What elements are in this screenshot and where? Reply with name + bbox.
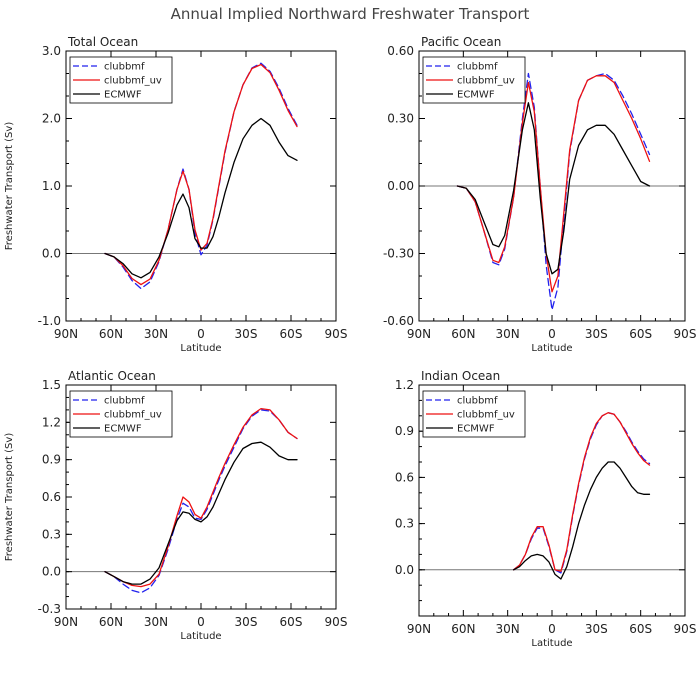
legend-label: ECMWF — [457, 424, 495, 435]
legend-label: clubbmf_uv — [104, 410, 162, 421]
y-tick-label: -0.60 — [383, 314, 414, 328]
y-tick-label: 2.0 — [42, 112, 61, 126]
chart-panel-3: 90N 60N 30N 0 30S 60S 90S 0.0 0.3 0.6 0.9 1.2 Indian… — [395, 369, 697, 649]
x-tick-label: 0 — [548, 327, 556, 341]
x-tick-label: 60N — [451, 327, 475, 341]
x-tick-label: 0 — [548, 622, 556, 636]
y-tick-label: 0.3 — [395, 517, 414, 531]
legend-label: clubbmf — [457, 396, 498, 407]
y-tick-label: 0.0 — [395, 563, 414, 577]
x-axis-label: Latitude — [531, 638, 572, 649]
x-tick-label: 30N — [144, 327, 168, 341]
x-tick-label: 90N — [54, 327, 78, 341]
x-tick-label: 60S — [629, 327, 652, 341]
x-tick-label: 30S — [235, 327, 258, 341]
y-tick-label: 1.5 — [42, 378, 61, 392]
panel-title: Total Ocean — [67, 35, 138, 49]
y-tick-label: 0.3 — [42, 527, 61, 541]
y-tick-label: 0.6 — [42, 490, 61, 504]
chart-panel-0: 90N 60N 30N 0 30S 60S 90S -1.0 0.0 1.0 2.0 3.0 Total… — [4, 35, 347, 354]
y-axis-label: Freshwater Transport (Sv) — [4, 433, 15, 562]
y-tick-label: 0.00 — [387, 179, 414, 193]
series-line-ECMWF — [512, 461, 651, 580]
y-tick-label: 0.0 — [42, 247, 61, 261]
series-line-clubbmf — [104, 409, 298, 594]
x-tick-label: 60N — [99, 327, 123, 341]
x-tick-label: 90N — [54, 615, 78, 629]
x-tick-label: 0 — [197, 615, 205, 629]
y-tick-label: 1.2 — [42, 415, 61, 429]
legend-label: clubbmf — [104, 62, 145, 73]
y-tick-label: 0.9 — [42, 453, 61, 467]
series-line-clubbmf — [104, 62, 298, 290]
legend-label: clubbmf_uv — [457, 410, 515, 421]
y-tick-label: -0.3 — [38, 602, 61, 616]
x-tick-label: 30N — [144, 615, 168, 629]
x-tick-label: 30N — [496, 622, 520, 636]
x-tick-label: 90S — [325, 327, 348, 341]
figure-title: Annual Implied Northward Freshwater Tran… — [171, 5, 530, 23]
series-line-ECMWF — [104, 441, 298, 585]
series-line-clubbmf_uv — [104, 407, 298, 588]
x-tick-label: 90S — [325, 615, 348, 629]
x-tick-label: 60S — [629, 622, 652, 636]
legend-label: clubbmf_uv — [104, 76, 162, 87]
x-axis-label: Latitude — [180, 343, 221, 354]
panel-title: Atlantic Ocean — [68, 369, 156, 383]
series-line-ECMWF — [104, 117, 298, 279]
x-tick-label: 60N — [451, 622, 475, 636]
series-line-ECMWF — [456, 102, 651, 275]
x-tick-label: 90S — [674, 327, 697, 341]
legend-label: ECMWF — [457, 90, 495, 101]
legend-label: clubbmf_uv — [457, 76, 515, 87]
series-line-clubbmf_uv — [104, 63, 298, 286]
x-tick-label: 90N — [407, 327, 431, 341]
y-tick-label: 1.2 — [395, 378, 414, 392]
chart-panel-1: 90N 60N 30N 0 30S 60S 90S -0.60 -0.30 0.00 0.30 0.6… — [383, 35, 697, 354]
legend-label: clubbmf — [104, 396, 145, 407]
series-line-clubbmf_uv — [456, 75, 651, 293]
x-tick-label: 60S — [280, 327, 303, 341]
x-tick-label: 60N — [99, 615, 123, 629]
x-tick-label: 0 — [197, 327, 205, 341]
y-tick-label: 0.60 — [387, 44, 414, 58]
x-tick-label: 90S — [674, 622, 697, 636]
series-line-clubbmf — [512, 412, 651, 574]
y-tick-label: 3.0 — [42, 44, 61, 58]
y-tick-label: -0.30 — [383, 247, 414, 261]
legend-label: clubbmf — [457, 62, 498, 73]
x-axis-label: Latitude — [531, 343, 572, 354]
panel-title: Indian Ocean — [421, 369, 500, 383]
panel-title: Pacific Ocean — [421, 35, 501, 49]
series-line-clubbmf — [456, 72, 651, 311]
y-tick-label: 0.0 — [42, 565, 61, 579]
x-tick-label: 30N — [496, 327, 520, 341]
x-tick-label: 30S — [585, 622, 608, 636]
x-tick-label: 30S — [585, 327, 608, 341]
legend-label: ECMWF — [104, 90, 142, 101]
y-tick-label: 0.6 — [395, 470, 414, 484]
series-line-clubbmf_uv — [512, 412, 651, 572]
x-tick-label: 30S — [235, 615, 258, 629]
x-tick-label: 60S — [280, 615, 303, 629]
y-tick-label: -1.0 — [38, 314, 61, 328]
y-axis-label: Freshwater Transport (Sv) — [4, 122, 15, 251]
y-tick-label: 0.9 — [395, 424, 414, 438]
legend-label: ECMWF — [104, 424, 142, 435]
x-tick-label: 90N — [407, 622, 431, 636]
y-tick-label: 0.30 — [387, 112, 414, 126]
x-axis-label: Latitude — [180, 631, 221, 642]
y-tick-label: 1.0 — [42, 179, 61, 193]
chart-panel-2: 90N 60N 30N 0 30S 60S 90S -0.3 0.0 0.3 0.6 0.9 1.2 1.… — [4, 369, 347, 642]
